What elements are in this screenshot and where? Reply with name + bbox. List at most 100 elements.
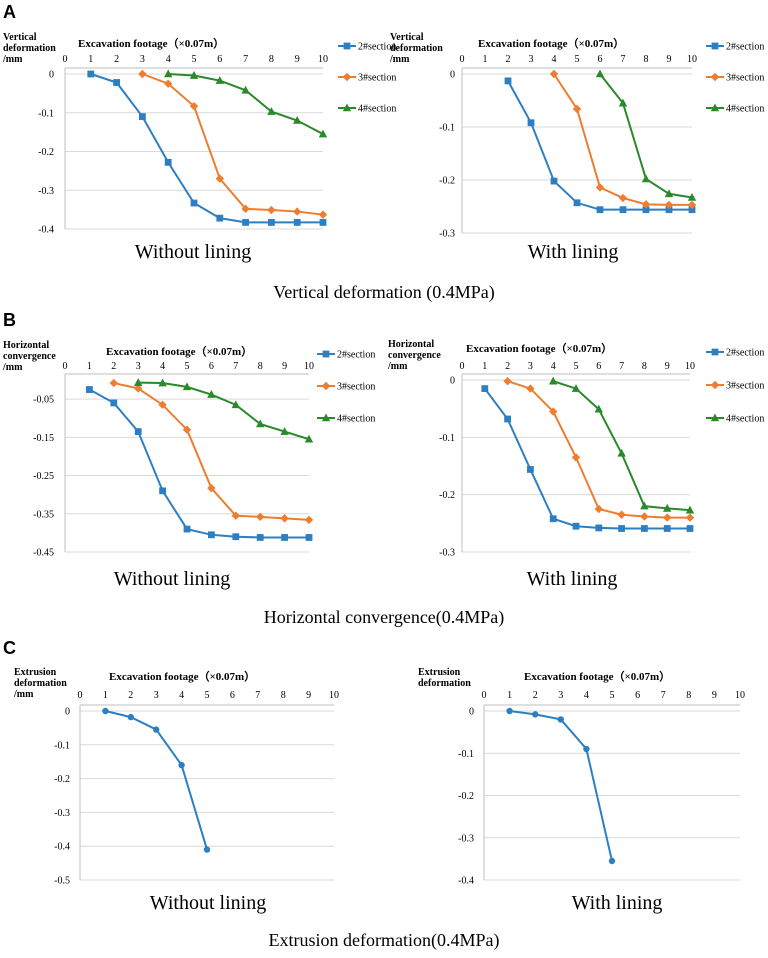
data-point-2-section — [281, 534, 288, 541]
x-tick-label: 0 — [482, 690, 487, 701]
data-point-extrusion — [178, 761, 185, 769]
data-point-3-section — [138, 69, 147, 79]
x-tick-label: 4 — [179, 690, 184, 701]
x-tick-label: 5 — [575, 54, 580, 65]
data-point-3-section — [293, 207, 302, 216]
legend-marker — [710, 380, 720, 390]
data-point-3-section — [617, 510, 626, 519]
data-point-3-section — [267, 205, 276, 215]
data-point-2-section — [110, 399, 118, 407]
y-tick-label: 0 — [65, 707, 70, 718]
x-tick-label: 1 — [87, 361, 92, 372]
x-tick-label: 10 — [687, 54, 697, 65]
y-axis-label: Vertical — [390, 32, 424, 43]
y-axis-label: /mm — [387, 361, 408, 372]
x-tick-label: 5 — [205, 690, 210, 701]
y-tick-label: -0.1 — [439, 123, 455, 134]
x-tick-label: 3 — [140, 54, 145, 65]
data-point-3-section — [215, 174, 224, 183]
data-point-2-section — [688, 206, 696, 214]
y-tick-label: -0.1 — [38, 108, 54, 119]
data-point-3-section — [571, 453, 581, 462]
data-point-3-section — [687, 200, 697, 210]
panel-letter-a: A — [3, 2, 16, 22]
caption-vertical-deformation: Vertical deformation (0.4MPa) — [273, 282, 494, 303]
y-axis-label: Horizontal — [388, 339, 434, 350]
data-point-2-section — [527, 466, 534, 473]
data-point-4-section — [641, 174, 651, 183]
x-tick-label: 9 — [665, 361, 670, 372]
x-tick-label: 4 — [584, 690, 589, 701]
legend-entry: 2#section — [726, 42, 764, 53]
y-axis-label: deformation — [3, 43, 56, 54]
data-point-3-section — [280, 514, 289, 523]
data-point-4-section — [134, 378, 143, 386]
data-point-3-section — [640, 512, 649, 521]
y-tick-label: -0.1 — [54, 740, 70, 751]
x-tick-label: 6 — [230, 690, 235, 701]
data-point-extrusion — [506, 707, 513, 715]
chart-b-without: -0.05 -0.15 -0.25 -0.35 -0.45 0 1 2 3 4 5 6 7 8 9 10 Exc… — [2, 340, 375, 559]
x-tick-label: 5 — [574, 361, 579, 372]
legend-entry: 4#section — [337, 414, 375, 425]
legend-marker — [342, 72, 352, 82]
subtitle-b-without-lining: Without lining — [114, 568, 230, 590]
series-line-extrusion — [509, 710, 613, 862]
y-axis-label: convergence — [388, 350, 441, 361]
data-point-2-section — [504, 77, 512, 85]
legend-entry: 2#section — [337, 350, 375, 361]
series-line-3-section — [553, 73, 692, 206]
x-tick-label: 6 — [635, 690, 640, 701]
x-tick-label: 8 — [644, 54, 649, 65]
y-tick-label: -0.2 — [439, 490, 455, 501]
data-point-4-section — [618, 98, 628, 107]
legend-marker — [343, 42, 351, 50]
x-axis-label: Excavation footage（×0.07m） — [524, 670, 670, 683]
data-point-2-section — [86, 386, 93, 393]
data-point-2-section — [619, 206, 627, 214]
data-point-3-section — [572, 104, 582, 114]
data-point-2-section — [232, 533, 240, 541]
x-tick-label: 1 — [482, 361, 487, 372]
y-tick-label: -0.2 — [439, 176, 455, 187]
x-tick-label: 4 — [160, 361, 165, 372]
y-tick-label: -0.25 — [33, 471, 54, 482]
data-point-4-section — [687, 192, 697, 201]
y-axis-label: convergence — [3, 351, 56, 362]
data-point-4-section — [595, 69, 605, 78]
x-tick-label: 1 — [103, 690, 108, 701]
legend-marker — [322, 350, 330, 358]
chart-a-with: 0 -0.1 -0.2 -0.3 0 1 2 3 4 5 6 7 8 9 10 Excavation foot… — [389, 32, 764, 240]
data-point-4-section — [617, 448, 626, 457]
data-point-2-section — [190, 199, 198, 207]
y-tick-label: -0.4 — [458, 876, 474, 887]
data-point-3-section — [664, 200, 674, 210]
data-point-3-section — [304, 515, 314, 525]
x-tick-label: 3 — [558, 690, 563, 701]
data-point-2-section — [208, 531, 215, 539]
data-point-3-section — [158, 400, 167, 410]
data-point-2-section — [268, 219, 275, 226]
data-point-3-section — [549, 407, 558, 416]
y-axis-label: deformation — [14, 678, 67, 689]
x-axis-label: Excavation footage（×0.07m） — [78, 37, 224, 50]
x-tick-label: 0 — [460, 54, 465, 65]
data-point-3-section — [618, 193, 628, 203]
x-tick-label: 8 — [258, 361, 263, 372]
series-line-2-section — [484, 387, 690, 530]
x-tick-label: 3 — [136, 361, 141, 372]
y-axis-label: /mm — [2, 54, 23, 65]
data-point-2-section — [183, 525, 191, 533]
data-point-4-section — [549, 376, 558, 385]
legend-entry: 2#section — [726, 348, 764, 359]
panel-letter-c: C — [3, 638, 16, 658]
data-point-3-section — [549, 69, 559, 79]
subtitle-a-without-lining: Without lining — [135, 241, 251, 263]
legend-entry: 2#section — [358, 42, 396, 53]
series-line-3-section — [507, 380, 690, 519]
data-point-2-section — [113, 79, 120, 86]
x-tick-label: 3 — [154, 690, 159, 701]
data-point-3-section — [318, 210, 328, 219]
x-tick-label: 9 — [295, 54, 300, 65]
legend-marker — [342, 103, 352, 112]
